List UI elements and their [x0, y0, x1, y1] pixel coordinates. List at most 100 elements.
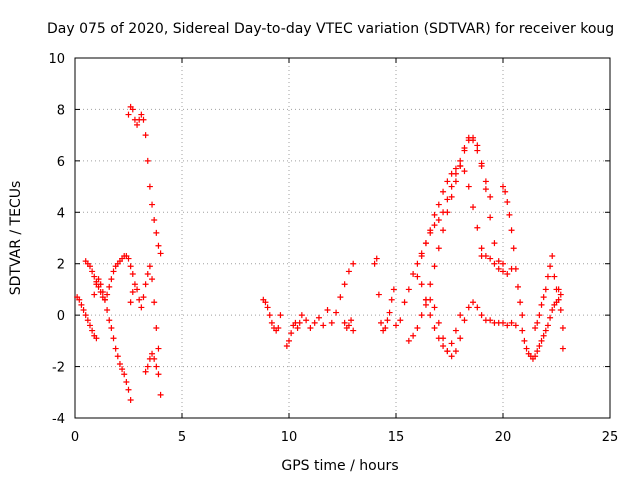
data-point — [262, 299, 269, 306]
data-point — [405, 337, 412, 344]
data-point — [307, 325, 314, 331]
data-point — [155, 345, 162, 352]
data-point — [84, 317, 91, 324]
data-point — [320, 322, 327, 329]
data-point — [487, 255, 494, 262]
data-point — [448, 340, 455, 347]
data-point — [422, 301, 429, 308]
data-point — [435, 335, 442, 342]
data-point — [487, 193, 494, 200]
data-point — [435, 217, 442, 223]
data-point — [448, 193, 455, 200]
data-point — [482, 253, 489, 259]
data-point — [457, 163, 464, 169]
data-point — [114, 353, 121, 360]
data-point — [99, 289, 106, 295]
data-point — [104, 291, 111, 298]
data-point — [149, 201, 156, 208]
data-point — [151, 217, 158, 223]
data-point — [311, 319, 318, 326]
data-point — [127, 299, 134, 306]
series-early-arc-c — [91, 253, 136, 303]
data-point — [500, 260, 506, 267]
data-point — [131, 281, 138, 288]
data-point — [97, 281, 104, 288]
data-point — [506, 211, 513, 218]
data-point — [536, 343, 543, 349]
data-point — [435, 201, 442, 208]
data-point — [448, 353, 455, 360]
data-point — [422, 240, 429, 247]
data-point — [461, 168, 468, 175]
data-point — [427, 281, 434, 288]
x-tick-label: 10 — [281, 430, 298, 445]
data-point — [375, 291, 382, 298]
data-point — [153, 363, 160, 370]
data-point — [341, 281, 348, 288]
x-axis-ticks: 0 5 10 15 20 25 — [71, 58, 618, 445]
data-point — [491, 260, 498, 267]
data-point — [110, 335, 117, 342]
data-point — [303, 317, 310, 324]
data-point — [474, 142, 481, 149]
data-point — [91, 273, 98, 280]
x-axis-label: GPS time / hours — [281, 458, 398, 474]
data-point — [125, 255, 132, 262]
data-point — [540, 332, 547, 339]
data-point — [431, 222, 438, 229]
data-point — [286, 337, 292, 344]
y-tick-label: 2 — [57, 258, 65, 273]
data-point — [444, 178, 451, 185]
data-point — [557, 291, 564, 298]
data-point — [555, 286, 562, 293]
x-tick-label: 15 — [388, 430, 405, 445]
series-late-arc-g — [500, 183, 526, 319]
data-point — [138, 304, 145, 311]
data-point — [382, 325, 389, 331]
data-point — [542, 327, 549, 334]
series-late-arc-c — [418, 134, 506, 267]
data-point — [134, 121, 141, 128]
data-point — [495, 265, 502, 272]
data-point — [547, 263, 554, 270]
data-point — [512, 322, 519, 329]
data-point — [89, 327, 96, 334]
data-point — [337, 294, 344, 301]
data-point — [457, 335, 464, 342]
data-point — [452, 327, 459, 334]
data-point — [474, 224, 481, 231]
chart-title: Day 075 of 2020, Sidereal Day-to-day VTE… — [47, 21, 614, 37]
data-point — [268, 319, 275, 326]
data-point — [157, 250, 164, 257]
data-point — [521, 337, 528, 344]
data-point — [422, 296, 429, 303]
data-point — [418, 253, 425, 259]
data-point — [378, 319, 385, 326]
data-point — [559, 325, 566, 331]
data-point — [76, 296, 83, 303]
data-point — [123, 379, 130, 385]
x-tick-label: 25 — [602, 430, 619, 445]
data-point — [504, 322, 511, 329]
data-point — [116, 361, 123, 367]
data-point — [452, 165, 459, 172]
y-tick-label: -4 — [52, 412, 65, 427]
data-point — [119, 366, 126, 373]
data-point — [551, 273, 558, 280]
data-point — [414, 260, 421, 267]
data-point — [110, 268, 117, 275]
data-point — [283, 343, 290, 349]
data-point — [534, 319, 541, 326]
data-point — [146, 263, 153, 270]
data-point — [144, 157, 151, 164]
data-point — [142, 132, 149, 139]
data-point — [101, 296, 108, 303]
data-point — [78, 301, 85, 308]
y-tick-label: 6 — [57, 155, 65, 170]
data-point — [557, 307, 564, 313]
series-early-arc-f — [127, 263, 162, 352]
data-point — [540, 294, 547, 301]
series-late-arc-a — [397, 163, 485, 324]
data-point — [549, 253, 556, 259]
